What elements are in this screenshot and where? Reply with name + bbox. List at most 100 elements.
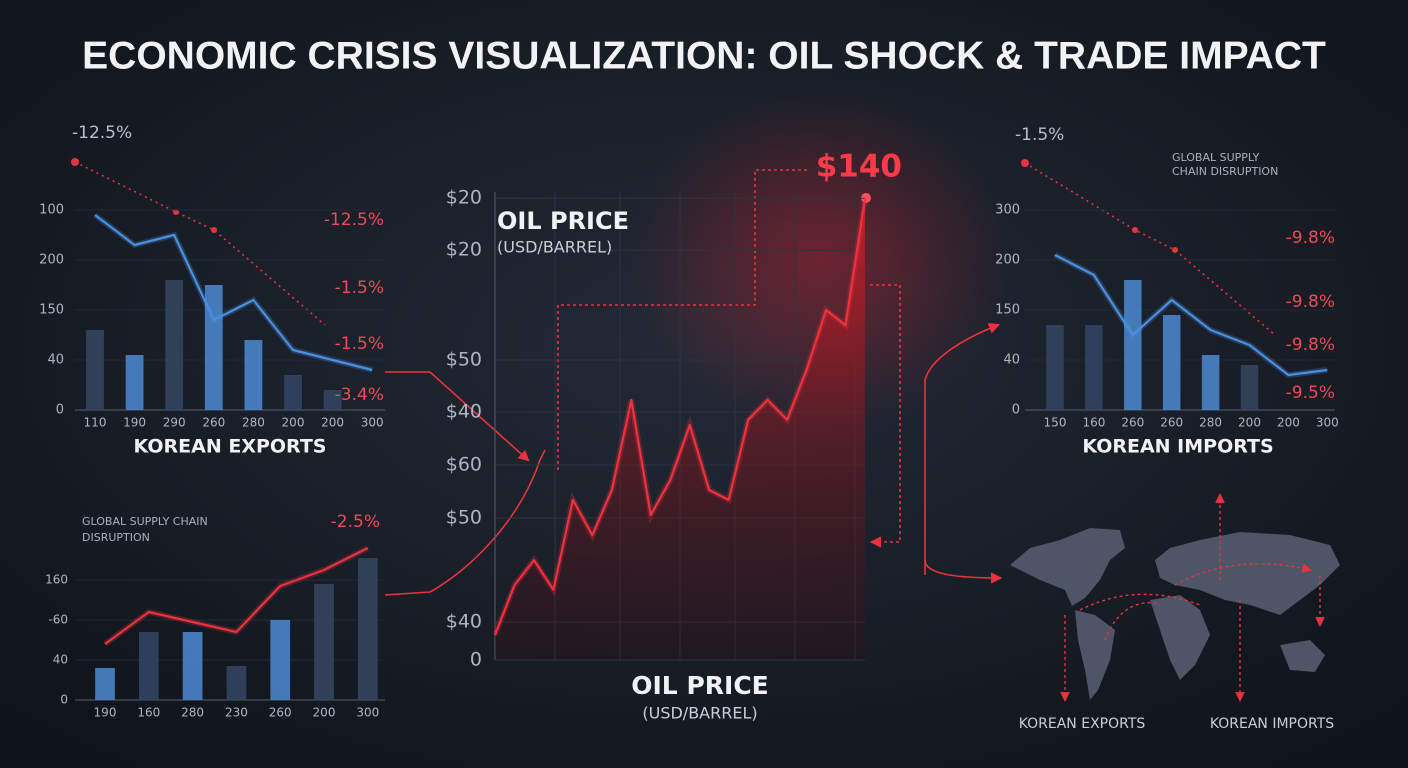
x-tick-label: 280 (1199, 416, 1222, 430)
x-tick-label: 280 (181, 706, 204, 720)
bar (1124, 280, 1142, 410)
y-tick-label: 0 (470, 649, 482, 671)
annotation: GLOBAL SUPPLY CHAIN (82, 515, 208, 528)
continent (1075, 610, 1115, 700)
y-tick-label: 0 (1012, 403, 1020, 418)
annotation: -1.5% (335, 278, 384, 298)
bar (323, 390, 342, 410)
annotation: -9.8% (1286, 292, 1335, 312)
map-routes (1060, 493, 1325, 702)
bar (357, 558, 378, 700)
line (1054, 254, 1328, 377)
x-axis-sublabel: (USD/BARREL) (642, 704, 757, 723)
bar (284, 375, 302, 410)
bar (138, 632, 159, 700)
connector (924, 559, 1003, 584)
x-tick-label: 260 (1121, 416, 1144, 430)
trend-line (1024, 162, 1276, 336)
y-tick-label: 100 (39, 203, 64, 218)
x-tick-label: 200 (321, 416, 344, 430)
line (104, 547, 369, 645)
dot (1172, 247, 1178, 253)
annotation: GLOBAL SUPPLY (1172, 151, 1260, 164)
bar (204, 285, 223, 410)
annotation: -1.5% (335, 334, 384, 354)
y-tick-label: 200 (39, 253, 64, 268)
x-tick-label: 200 (1277, 416, 1300, 430)
y-tick-label: -60 (48, 613, 68, 627)
area (495, 198, 865, 661)
x-tick-label: 160 (1082, 416, 1105, 430)
y-tick-label: 40 (47, 353, 64, 368)
annotation: $140 (816, 149, 902, 185)
x-tick-label: 190 (94, 706, 117, 720)
route (1174, 563, 1312, 586)
continent (1155, 532, 1340, 615)
chart-title: KOREAN IMPORTS (1082, 436, 1273, 458)
x-tick-label: 300 (361, 416, 384, 430)
x-tick-label: 200 (313, 706, 336, 720)
connector (924, 323, 1001, 575)
x-tick-label: 200 (282, 416, 305, 430)
y-tick-label: 150 (39, 303, 64, 318)
map-label: KOREAN EXPORTS (1019, 716, 1146, 732)
y-tick-label: $20 (446, 239, 482, 261)
annotation: -9.8% (1286, 228, 1335, 248)
x-tick-label: 260 (1160, 416, 1183, 430)
y-tick-label: 0 (60, 693, 68, 707)
y-tick-label: $40 (446, 400, 482, 422)
x-axis-label: OIL PRICE (631, 671, 769, 700)
y-tick-label: $40 (446, 611, 482, 633)
glow (630, 90, 1010, 430)
y-tick-label: 200 (995, 253, 1020, 268)
annotation: -3.4% (335, 385, 384, 405)
connector (869, 284, 901, 548)
bar (244, 340, 263, 410)
y-tick-label: 40 (53, 653, 68, 667)
annotation: -2.5% (331, 512, 380, 532)
y-tick-label: 160 (45, 573, 68, 587)
bar (1046, 325, 1064, 410)
x-tick-label: 150 (1044, 416, 1067, 430)
bar (1201, 355, 1220, 410)
dot (211, 227, 217, 233)
x-tick-label: 260 (202, 416, 225, 430)
annotation: DISRUPTION (82, 531, 150, 544)
continent (1150, 595, 1210, 680)
bar (1240, 365, 1259, 410)
bar (125, 355, 144, 410)
y-tick-label: 40 (1003, 353, 1020, 368)
annotation: -12.5% (72, 123, 132, 143)
bar (314, 584, 334, 700)
y-tick-label: $20 (446, 187, 482, 209)
route (1079, 593, 1201, 611)
bar (165, 280, 184, 410)
annotation: -9.5% (1286, 383, 1335, 403)
line (94, 214, 373, 372)
chart-title: KOREAN EXPORTS (134, 436, 327, 458)
x-tick-label: 300 (1316, 416, 1339, 430)
x-tick-label: 300 (356, 706, 379, 720)
annotation: -12.5% (324, 210, 384, 230)
line (493, 198, 867, 636)
main-title: ECONOMIC CRISIS VISUALIZATION: OIL SHOCK… (82, 34, 1326, 77)
y-tick-label: $50 (446, 507, 482, 529)
bar (226, 666, 247, 700)
annotation: -1.5% (1015, 125, 1064, 145)
map-label: KOREAN IMPORTS (1210, 716, 1334, 732)
connector (384, 449, 546, 596)
dot (71, 158, 79, 166)
bar (1162, 315, 1181, 410)
x-tick-label: 280 (242, 416, 265, 430)
dot (1021, 159, 1029, 167)
dot (861, 193, 871, 203)
y-tick-label: $50 (446, 348, 482, 370)
bar (95, 668, 115, 700)
x-tick-label: 260 (269, 706, 292, 720)
x-tick-label: 200 (1238, 416, 1261, 430)
y-tick-label: 150 (995, 303, 1020, 318)
trend-line (74, 161, 326, 326)
y-tick-label: 300 (995, 203, 1020, 218)
